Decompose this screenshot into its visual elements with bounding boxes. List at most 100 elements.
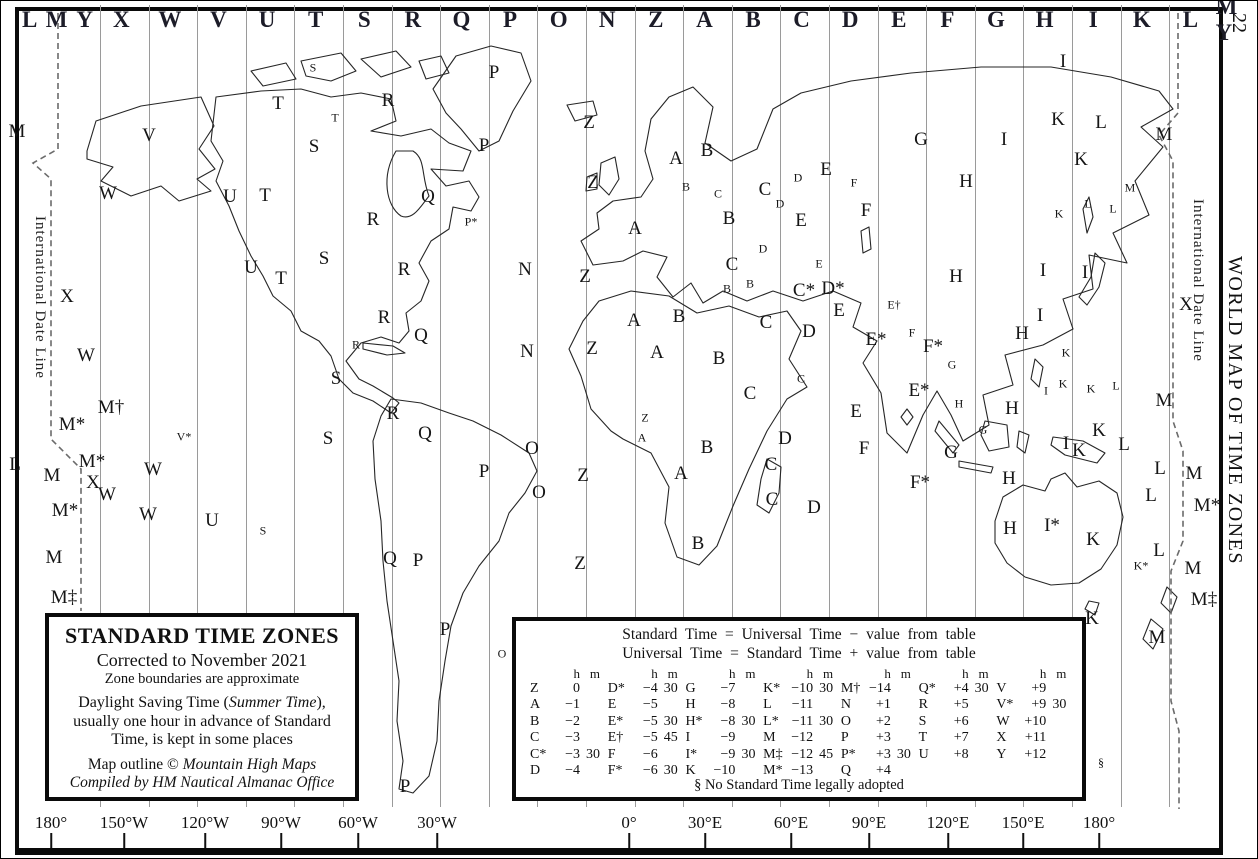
zone-letter: B	[691, 533, 705, 554]
zone-letter: G	[944, 442, 958, 463]
offset-minutes	[1046, 681, 1066, 698]
zone-letter: L	[1154, 458, 1166, 479]
longitude-label: 90°E	[851, 813, 887, 832]
zone-letter-cell: E†	[607, 730, 624, 746]
zone-offset-row: G −7	[685, 681, 763, 698]
zone-letter: S	[259, 523, 267, 538]
unit-h: h	[1039, 665, 1047, 681]
zone-letter: M	[8, 121, 26, 142]
zone-letter: A	[669, 148, 683, 169]
dst-text-tail: ), usually one hour in advance of Standa…	[73, 694, 331, 749]
equation-standard-time: Standard Time = Universal Time − value f…	[622, 626, 976, 643]
zone-offset-row: T +7	[919, 730, 997, 747]
zone-letter-cell: P	[840, 730, 849, 746]
zone-letter: E*	[865, 329, 887, 350]
offset-hours: −3	[565, 730, 580, 746]
legend-approximate-note: Zone boundaries are approximate	[104, 671, 300, 687]
zone-letter: H	[1005, 398, 1019, 419]
zone-letter: F	[908, 325, 916, 340]
zone-letter: T	[272, 93, 284, 114]
unit-m: m	[823, 665, 834, 681]
zone-letter-cell: P*	[840, 746, 856, 762]
zone-letter: K	[1061, 345, 1071, 360]
zone-letter: D	[807, 497, 821, 518]
offset-hours: +7	[953, 730, 969, 746]
zone-offset-row: E −5	[608, 697, 686, 714]
zone-letter-cell: H	[685, 697, 696, 713]
zone-offset-grid: h m Z 0 A −1 B −2 C −3 C* −3 30 D −4 h m D* −4 30 E −5 E* −5 30 E…	[516, 664, 1082, 780]
no-standard-time-footnote: § No Standard Time legally adopted	[694, 777, 904, 793]
zone-letter-cell: R	[918, 697, 928, 713]
offset-minutes: 30	[896, 746, 911, 762]
zone-letter: E†	[887, 297, 901, 312]
zone-letter-cell: M	[763, 730, 776, 746]
offset-minutes: 30	[741, 746, 756, 762]
zone-letter: L	[1118, 434, 1130, 455]
zone-letter: Z	[587, 172, 599, 193]
longitude-label: 90°W	[261, 813, 301, 832]
offset-hours: 0	[573, 680, 580, 696]
legend-compiled-credit: Compiled by HM Nautical Almanac Office	[69, 773, 335, 791]
zone-letter: B	[712, 348, 726, 369]
zone-letter: F*	[909, 472, 931, 493]
zone-letter: E	[795, 210, 807, 231]
zone-letter: M‡	[50, 587, 78, 608]
equation-universal-time: Universal Time = Standard Time + value f…	[622, 645, 976, 663]
zone-offset-row: W +10	[996, 714, 1074, 731]
zone-header-cell: E	[891, 7, 909, 32]
zone-offset-column: h m G −7 H −8 H* −8 30 I −9 I* −9 30 K −10	[685, 666, 763, 780]
legend-map-outline-credit: Map outline © Mountain High Maps	[49, 756, 355, 774]
zone-letter-cell: M†	[840, 680, 861, 696]
zone-letter: A	[628, 218, 642, 239]
offset-minutes: 30	[663, 713, 678, 729]
zone-letter-cell: C*	[530, 746, 547, 762]
zone-letter-cell: Q*	[918, 680, 936, 696]
zone-letter: X	[1179, 294, 1193, 315]
legend-title: STANDARD TIME ZONES	[65, 623, 339, 648]
zone-letter: A	[674, 463, 688, 484]
zone-letter: P	[412, 550, 424, 571]
zone-offset-row: L* −11 30	[763, 714, 841, 731]
unit-m: m	[745, 665, 756, 681]
offset-hours: −5	[642, 713, 658, 729]
offset-minutes	[813, 697, 833, 714]
zone-letter: I*	[1044, 515, 1060, 536]
zone-header-cell: R	[404, 7, 424, 32]
zone-letter: K	[1086, 529, 1100, 550]
offset-minutes	[969, 697, 989, 714]
zone-letter: W	[77, 345, 95, 366]
zone-offset-row: D* −4 30	[608, 681, 686, 698]
zone-header-cell: I	[1088, 7, 1100, 32]
zone-offset-row: C* −3 30	[530, 747, 608, 764]
offset-minutes: 30	[819, 680, 834, 696]
longitude-label: 30°W	[417, 813, 457, 832]
zone-letter: Z	[577, 465, 589, 486]
zone-letter: W	[98, 484, 116, 505]
zone-offset-row: M‡ −12 45	[763, 747, 841, 764]
zone-letter: D	[778, 428, 792, 449]
zone-offset-column: h m V +9 V* +9 30 W +10 X +11 Y +12	[996, 666, 1074, 780]
zone-letter: A	[650, 342, 664, 363]
zone-letter: K	[1058, 376, 1068, 391]
offset-minutes	[735, 697, 755, 714]
date-line-label-west: International Date Line	[32, 216, 48, 379]
zone-letter: M*	[58, 414, 86, 435]
zone-header-cell: V	[210, 7, 229, 32]
zone-offset-row: V +9	[996, 681, 1074, 698]
zone-offset-row: E† −5 45	[608, 730, 686, 747]
zone-letter: M	[1184, 558, 1202, 579]
zone-letter: G	[947, 357, 957, 372]
zone-letter: U	[223, 186, 237, 207]
zone-letter: D	[775, 196, 785, 211]
zone-letter: I	[1062, 433, 1070, 454]
zone-letter: K	[1074, 149, 1088, 170]
zone-letter: D*	[821, 278, 845, 299]
offset-hours: +5	[953, 697, 969, 713]
offset-hours: +1	[875, 697, 891, 713]
zone-letter: F	[858, 438, 870, 459]
zone-header-cell: A	[696, 7, 715, 32]
zone-boundary-line	[100, 5, 101, 807]
zone-letter: G	[914, 129, 928, 150]
longitude-tick	[280, 833, 282, 848]
